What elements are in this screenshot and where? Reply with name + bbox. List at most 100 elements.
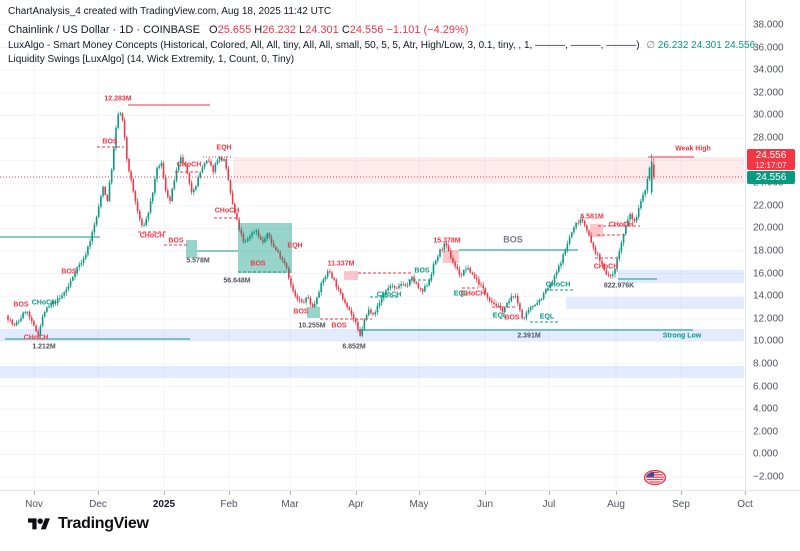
smc-label-eql: EQL [539, 313, 555, 321]
price-axis-label: 8.000 [753, 358, 779, 370]
time-axis-tick [229, 491, 230, 495]
smc-label-bos: BOS [102, 138, 118, 146]
smc-label-choch: CHoCH [139, 232, 165, 240]
smc-label-5-578m: 5.578M [186, 257, 210, 265]
smc-label-eqh: EQH [287, 242, 303, 250]
time-axis-label-sep: Sep [672, 499, 690, 510]
price-axis-label: 18.000 [753, 245, 784, 257]
smc-label-choch: CHoCH [460, 290, 486, 298]
price-axis-label: 28.000 [753, 132, 784, 144]
smc-label-bos: BOS [331, 322, 347, 330]
time-axis-label-jun: Jun [476, 499, 494, 510]
price-axis-label: 16.000 [753, 268, 784, 280]
ohlc-low-value: 24.301 [305, 24, 339, 36]
smc-label-strong-low: Strong Low [662, 332, 702, 340]
indicator-smc-settings: LuxAlgo - Smart Money Concepts (Historic… [8, 40, 640, 51]
smc-label-eqh: EQH [216, 144, 232, 152]
average-symbol: ∅ [646, 40, 656, 51]
indicator-smc-values: 26.232 24.301 24.556 [657, 40, 756, 51]
price-axis-label: 12.000 [753, 313, 784, 325]
tradingview-logo-text: TradingView [58, 515, 149, 532]
smc-label-choch: CHoCH [593, 263, 619, 271]
smc-label-eql: EQL [492, 312, 508, 320]
smc-label-6-852m: 6.852M [342, 343, 366, 351]
price-axis-label: 32.000 [753, 87, 784, 99]
smc-label-2-391m: 2.391M [517, 332, 541, 340]
smc-label-bos: BOS [61, 268, 77, 276]
price-axis-label: 10.000 [753, 335, 784, 347]
smc-label-choch: CHoCH [214, 207, 240, 215]
smc-label-choch: CHoCH [176, 161, 202, 169]
smc-label-bos: BOS [293, 308, 309, 316]
price-axis-label: 36.000 [753, 42, 784, 54]
smc-label-bos: BOS [168, 237, 184, 245]
smc-label-choch: CHoCH [608, 221, 634, 229]
time-axis-tick [34, 491, 35, 495]
time-axis-label-nov: Nov [25, 499, 43, 510]
price-axis-label: −2.000 [753, 471, 784, 483]
tradingview-logo: TradingView [28, 515, 149, 533]
indicator-price-badge: 24.556 [747, 171, 795, 184]
ohlc-low-label: L [298, 24, 306, 36]
price-axis-label: 0.000 [753, 448, 779, 460]
time-axis-label-jul: Jul [542, 499, 556, 510]
price-axis-label: 2.000 [753, 426, 779, 438]
smc-label-eql: EQL [453, 290, 469, 298]
smc-label-bos: BOS [414, 267, 430, 275]
smc-label-choch: CHoCH [23, 334, 49, 342]
candlestick-canvas[interactable] [0, 0, 744, 490]
time-axis-label-dec: Dec [89, 499, 107, 510]
smc-label-bos: BOS [13, 301, 29, 309]
ohlc-close-value: 24.556 [349, 24, 384, 36]
time-axis-tick [549, 491, 550, 495]
bar-countdown: 12:17:07 [755, 161, 787, 170]
time-axis-label-mar: Mar [281, 499, 299, 510]
smc-label-bos: BOS [503, 234, 523, 245]
price-axis-label: 14.000 [753, 290, 784, 302]
time-axis-tick [681, 491, 682, 495]
smc-label-choch: CHoCH [376, 291, 402, 299]
time-axis-label-2025: 2025 [152, 499, 176, 510]
symbol-title: Chainlink / US Dollar · 1D · COINBASE [8, 24, 200, 36]
smc-label-choch: CHoCH [31, 299, 57, 307]
smc-label-1-212m: 1.212M [32, 343, 56, 351]
time-axis-tick [616, 491, 617, 495]
chart-plot-area[interactable]: BOS CHoCH CHoCH 1.212M BOS BOS 12.283M CHoCH BOS… [0, 0, 744, 490]
time-axis-tick [419, 491, 420, 495]
time-axis-label-feb: Feb [220, 499, 238, 510]
time-axis-tick [485, 491, 486, 495]
time-axis-label-oct: Oct [737, 499, 753, 510]
tradingview-logo-mark [28, 517, 50, 529]
ohlc-close-label: C [341, 24, 350, 36]
price-axis-label: 30.000 [753, 109, 784, 121]
smc-label-bos: BOS [250, 260, 266, 268]
price-axis-label: 38.000 [753, 19, 784, 31]
indicator-price-value: 24.556 [755, 172, 787, 183]
smc-label-choch: CHoCH [545, 281, 571, 289]
price-axis-label: 22.000 [753, 200, 784, 212]
smc-label-11-337m: 11.337M [327, 260, 355, 268]
ohlc-high-value: 26.232 [262, 24, 296, 36]
time-axis-tick [290, 491, 291, 495]
price-axis-label: 4.000 [753, 403, 779, 415]
time-axis-label-aug: Aug [607, 499, 625, 510]
time-axis-tick [745, 491, 746, 495]
time-axis[interactable]: Nov Dec 2025 Feb Mar Apr May Jun Jul Aug Sep Oct [0, 490, 800, 513]
smc-label-10-255m: 10.255M [298, 322, 326, 330]
last-price-badge: 24.556 12:17:07 [747, 149, 795, 170]
price-axis-label: 6.000 [753, 381, 779, 393]
time-axis-tick [356, 491, 357, 495]
ohlc-change: −1.101 (−4.29%) [386, 24, 469, 36]
price-axis-label: 20.000 [753, 222, 784, 234]
price-axis[interactable]: 38.00036.00034.00032.00030.00028.00026.0… [745, 0, 800, 490]
smc-label-12-283m: 12.283M [104, 95, 132, 103]
last-price-value: 24.556 [755, 150, 787, 161]
price-axis-label: 34.000 [753, 64, 784, 76]
smc-label-weak-high: Weak High [675, 145, 711, 153]
time-axis-label-may: May [409, 499, 429, 510]
snapshot-watermark: ChartAnalysis_4 created with TradingView… [8, 6, 332, 17]
smc-label-bos: BOS [504, 314, 520, 322]
ohlc-open-value: 25.655 [217, 24, 252, 36]
us-flag-event-icon[interactable] [643, 469, 667, 490]
